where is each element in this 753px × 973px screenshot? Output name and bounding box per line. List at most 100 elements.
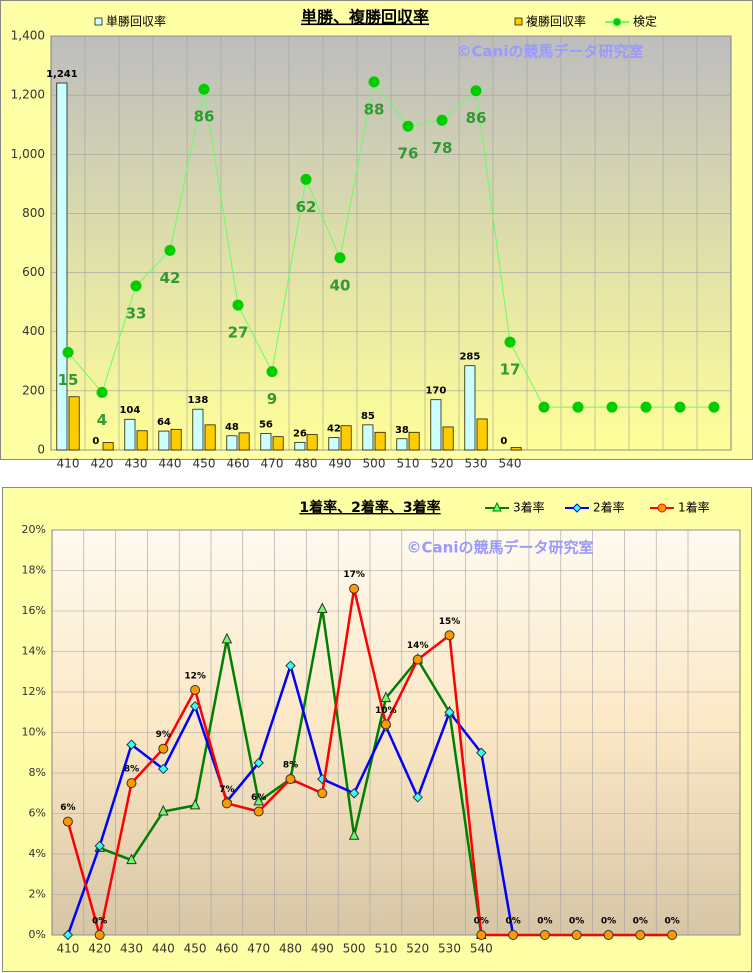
bar — [476, 418, 488, 451]
x-tick-label: 410 — [56, 942, 79, 956]
data-label: 6% — [251, 793, 266, 803]
x-tick-label: 440 — [159, 457, 182, 471]
bar — [124, 418, 136, 451]
marker — [96, 386, 108, 398]
bar — [102, 442, 114, 451]
x-tick-label: 410 — [57, 457, 80, 471]
y-tick-label: 6% — [29, 807, 46, 820]
annotation: ©Caniの競馬データ研究室 — [457, 43, 644, 61]
data-label: 9% — [156, 730, 171, 740]
y-tick-label: 2% — [29, 888, 46, 901]
y-tick-label: 1,200 — [11, 88, 45, 102]
legend-label: 3着率 — [513, 500, 545, 515]
y-tick-label: 10% — [22, 726, 46, 739]
marker — [158, 763, 169, 775]
x-tick-label: 440 — [152, 942, 175, 956]
y-tick-label: 8% — [29, 766, 46, 779]
legend-label: 単勝回収率 — [106, 14, 166, 29]
bar — [272, 436, 284, 451]
data-label: 14% — [407, 641, 429, 651]
x-tick-label: 460 — [227, 457, 250, 471]
bar — [68, 396, 80, 451]
marker — [126, 778, 137, 789]
marker — [674, 401, 686, 413]
marker — [708, 401, 720, 413]
marker — [572, 401, 584, 413]
x-tick-label: 540 — [470, 942, 493, 956]
point-label: 9 — [267, 390, 277, 408]
bar — [340, 425, 352, 451]
marker — [317, 788, 328, 799]
marker — [316, 602, 328, 613]
bar — [408, 431, 420, 451]
marker — [94, 930, 105, 940]
x-tick-label: 530 — [465, 457, 488, 471]
y-tick-label: 600 — [22, 265, 45, 279]
marker — [348, 788, 360, 799]
point-label: 17 — [500, 361, 521, 379]
marker — [402, 120, 414, 132]
data-label: 17% — [343, 570, 365, 580]
bar — [136, 430, 148, 451]
marker — [612, 17, 622, 27]
bar — [204, 424, 216, 451]
marker — [476, 747, 487, 758]
data-label: 0% — [664, 917, 679, 927]
marker — [603, 930, 614, 940]
marker — [62, 929, 74, 941]
x-tick-label: 500 — [343, 942, 366, 956]
y-tick-label: 0 — [37, 443, 45, 457]
marker — [380, 691, 392, 703]
x-tick-label: 420 — [88, 942, 111, 956]
marker — [368, 76, 380, 88]
x-tick-label: 430 — [120, 942, 143, 956]
marker — [492, 501, 502, 512]
point-label: 4 — [97, 411, 107, 429]
marker — [657, 503, 667, 513]
data-label: 0% — [92, 917, 107, 927]
x-tick-label: 460 — [215, 942, 238, 956]
marker — [538, 401, 550, 413]
marker — [285, 660, 296, 671]
bar — [396, 438, 408, 451]
marker — [539, 930, 550, 940]
point-label: 27 — [228, 324, 249, 342]
marker — [348, 829, 360, 840]
y-tick-label: 18% — [22, 564, 46, 577]
point-label: 86 — [466, 109, 487, 127]
marker — [606, 401, 618, 413]
chart-title: 単勝、複勝回収率 — [301, 8, 429, 27]
data-label: 0% — [537, 917, 552, 927]
data-label: 48 — [225, 422, 239, 433]
marker — [444, 707, 455, 718]
point-label: 15 — [58, 371, 79, 389]
marker — [266, 366, 278, 378]
x-tick-label: 480 — [279, 942, 302, 956]
y-tick-label: 800 — [22, 206, 45, 220]
bar — [430, 399, 442, 451]
x-tick-label: 490 — [329, 457, 352, 471]
x-tick-label: 540 — [499, 457, 522, 471]
data-label: 170 — [425, 386, 446, 397]
point-label: 33 — [126, 304, 147, 322]
data-label: 8% — [283, 761, 298, 771]
marker — [253, 757, 264, 769]
x-tick-label: 450 — [193, 457, 216, 471]
x-tick-label: 510 — [397, 457, 420, 471]
bar — [192, 408, 204, 451]
marker — [157, 804, 169, 816]
data-label: 56 — [259, 419, 273, 430]
marker — [164, 244, 176, 256]
marker — [158, 743, 169, 754]
line — [67, 80, 714, 408]
marker — [412, 654, 423, 665]
legend-label: 複勝回収率 — [526, 14, 586, 29]
y-tick-label: 1,000 — [11, 147, 45, 161]
data-label: 138 — [187, 395, 208, 406]
point-label: 78 — [432, 139, 453, 157]
bar — [56, 82, 68, 451]
point-label: 76 — [398, 145, 419, 163]
chart-title: 1着率、2着率、3着率 — [299, 499, 440, 516]
marker — [667, 930, 678, 940]
